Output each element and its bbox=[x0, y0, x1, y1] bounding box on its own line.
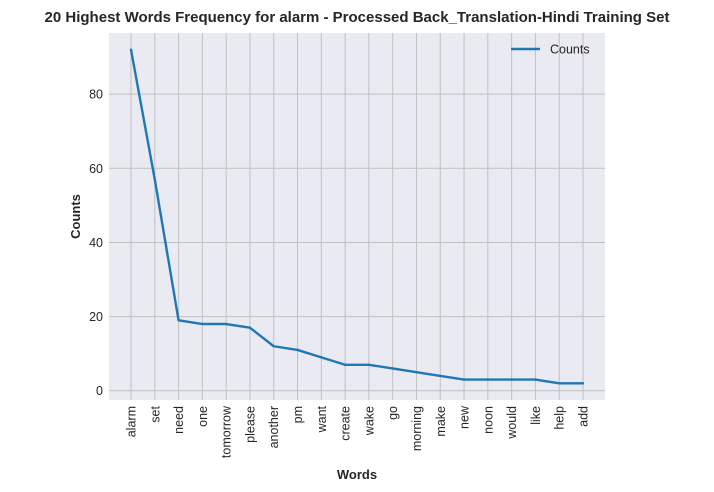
data-point-help bbox=[558, 382, 561, 385]
x-tick-label-new: new bbox=[458, 405, 472, 429]
y-tick-label-20: 20 bbox=[89, 310, 103, 324]
data-point-want bbox=[320, 356, 323, 359]
x-tick-label-pm: pm bbox=[291, 406, 305, 423]
x-tick-label-would: would bbox=[505, 406, 519, 440]
data-point-new bbox=[462, 378, 466, 381]
x-tick-label-add: add bbox=[577, 406, 591, 427]
x-tick-label-set: set bbox=[148, 405, 162, 422]
data-point-morning bbox=[415, 370, 418, 374]
x-axis-label: Words bbox=[337, 467, 377, 482]
chart-title: 20 Highest Words Frequency for alarm - P… bbox=[45, 9, 670, 26]
x-tick-label-like: like bbox=[529, 406, 543, 425]
x-tick-label-please: please bbox=[243, 406, 257, 443]
x-tick-label-alarm: alarm bbox=[125, 406, 139, 437]
y-tick-label-0: 0 bbox=[96, 384, 103, 398]
y-tick-label-40: 40 bbox=[89, 236, 103, 250]
data-point-tomorrow bbox=[224, 322, 228, 326]
x-tick-label-another: another bbox=[267, 406, 281, 448]
x-tick-label-one: one bbox=[196, 406, 210, 427]
data-point-one bbox=[201, 322, 204, 326]
data-point-set bbox=[153, 178, 156, 181]
plot-area bbox=[109, 33, 605, 400]
x-tick-label-noon: noon bbox=[481, 406, 495, 434]
data-point-wake bbox=[367, 363, 371, 366]
x-tick-label-make: make bbox=[434, 406, 448, 437]
x-tick-label-create: create bbox=[339, 406, 353, 441]
x-tick-label-tomorrow: tomorrow bbox=[220, 405, 234, 458]
data-point-pm bbox=[296, 348, 299, 352]
y-axis-ticks: 0 20 40 60 80 bbox=[89, 88, 103, 399]
x-tick-label-want: want bbox=[315, 405, 329, 433]
series-lines bbox=[129, 48, 585, 385]
x-tick-label-go: go bbox=[386, 406, 400, 420]
x-tick-label-morning: morning bbox=[410, 406, 424, 451]
data-point-create bbox=[343, 363, 347, 366]
data-point-please bbox=[248, 326, 252, 329]
legend: Counts bbox=[511, 43, 590, 57]
x-tick-label-help: help bbox=[553, 406, 567, 430]
grid-lines bbox=[109, 33, 605, 400]
legend-label-counts: Counts bbox=[550, 43, 590, 57]
series-line-counts bbox=[129, 49, 583, 385]
data-point-like bbox=[534, 378, 537, 381]
x-axis-ticks: alarm set need one tomorrow please another pm wa… bbox=[125, 405, 591, 458]
data-point-noon bbox=[486, 378, 490, 381]
y-tick-label-60: 60 bbox=[89, 162, 103, 176]
y-tick-label-80: 80 bbox=[89, 88, 103, 102]
data-point-another bbox=[272, 345, 275, 348]
data-point-go bbox=[391, 367, 394, 370]
data-point-make bbox=[439, 374, 442, 378]
x-tick-label-wake: wake bbox=[362, 406, 376, 436]
x-tick-label-need: need bbox=[172, 406, 186, 434]
data-point-add bbox=[581, 382, 585, 385]
y-axis-label: Counts bbox=[68, 194, 83, 239]
data-point-alarm bbox=[129, 48, 133, 51]
data-point-need bbox=[177, 319, 180, 322]
data-point-would bbox=[510, 378, 513, 381]
